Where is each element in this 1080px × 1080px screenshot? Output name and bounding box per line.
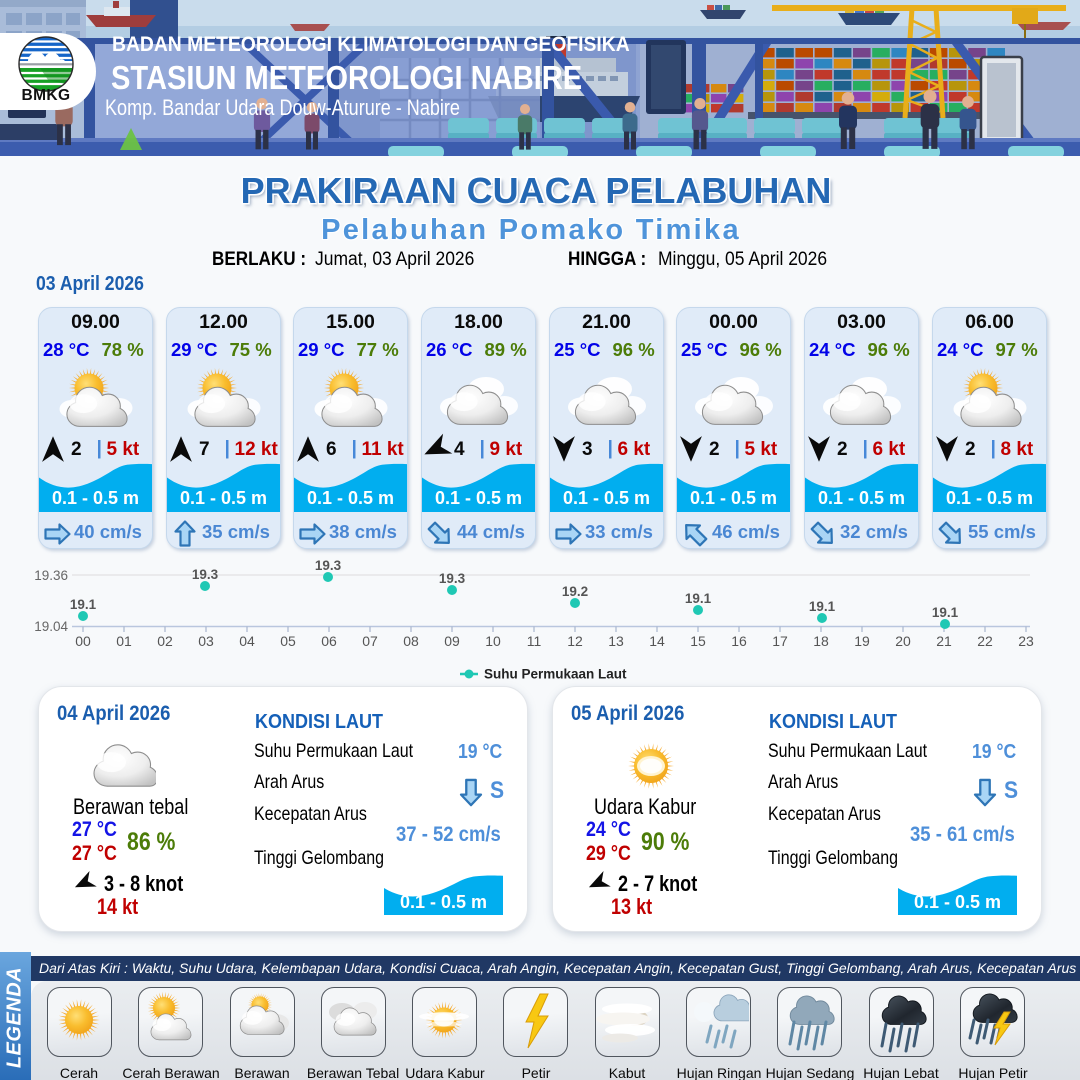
- svg-text:14: 14: [649, 633, 665, 649]
- svg-text:05: 05: [280, 633, 296, 649]
- svg-text:12: 12: [567, 633, 583, 649]
- svg-text:22: 22: [977, 633, 993, 649]
- svg-text:19: 19: [854, 633, 870, 649]
- svg-text:01: 01: [116, 633, 132, 649]
- svg-text:10: 10: [485, 633, 501, 649]
- svg-text:23: 23: [1018, 633, 1034, 649]
- svg-text:17: 17: [772, 633, 788, 649]
- svg-text:19.1: 19.1: [685, 591, 712, 606]
- svg-text:07: 07: [362, 633, 378, 649]
- svg-text:19.3: 19.3: [315, 558, 342, 573]
- svg-text:19.3: 19.3: [192, 567, 219, 582]
- svg-text:16: 16: [731, 633, 747, 649]
- svg-text:19.3: 19.3: [439, 571, 466, 586]
- svg-text:19.1: 19.1: [70, 597, 97, 612]
- svg-text:18: 18: [813, 633, 829, 649]
- svg-text:19.04: 19.04: [34, 619, 68, 634]
- svg-text:09: 09: [444, 633, 460, 649]
- svg-text:19.1: 19.1: [932, 605, 959, 620]
- svg-text:08: 08: [403, 633, 419, 649]
- svg-text:15: 15: [690, 633, 706, 649]
- svg-text:20: 20: [895, 633, 911, 649]
- svg-text:03: 03: [198, 633, 214, 649]
- svg-text:21: 21: [936, 633, 952, 649]
- svg-text:13: 13: [608, 633, 624, 649]
- svg-text:04: 04: [239, 633, 255, 649]
- svg-text:06: 06: [321, 633, 337, 649]
- svg-text:02: 02: [157, 633, 173, 649]
- svg-text:19.36: 19.36: [34, 568, 68, 583]
- svg-text:00: 00: [75, 633, 91, 649]
- svg-text:11: 11: [527, 633, 542, 649]
- svg-text:19.2: 19.2: [562, 584, 588, 599]
- svg-text:19.1: 19.1: [809, 599, 836, 614]
- svg-text:Suhu Permukaan Laut: Suhu Permukaan Laut: [484, 667, 627, 682]
